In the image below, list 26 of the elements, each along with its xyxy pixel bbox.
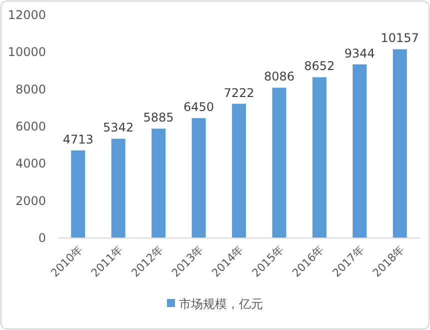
bar — [111, 138, 126, 238]
legend-label: 市场规模，亿元 — [179, 297, 263, 311]
bar — [312, 77, 326, 238]
y-tick-label: 12000 — [8, 8, 46, 22]
data-label: 5342 — [103, 120, 134, 135]
data-label: 8652 — [304, 59, 335, 74]
bar — [71, 150, 86, 238]
data-label: 4713 — [62, 132, 94, 146]
bar — [392, 49, 407, 238]
y-tick-label: 4000 — [15, 156, 46, 171]
y-tick-label: 10000 — [8, 45, 46, 60]
y-tick-label: 2000 — [15, 194, 46, 208]
data-label: 6450 — [184, 100, 214, 114]
bar — [192, 118, 206, 238]
y-tick-label: 0 — [38, 231, 46, 245]
data-label: 8086 — [264, 70, 294, 84]
bar — [272, 88, 286, 238]
data-label: 5885 — [143, 110, 174, 125]
y-tick-label: 6000 — [15, 120, 46, 134]
data-label: 10157 — [380, 31, 419, 46]
bar — [232, 104, 246, 238]
data-label: 7222 — [224, 86, 254, 100]
y-tick-label: 8000 — [15, 82, 46, 96]
bar — [352, 64, 367, 238]
bar — [152, 128, 166, 238]
data-label: 9344 — [344, 46, 375, 60]
